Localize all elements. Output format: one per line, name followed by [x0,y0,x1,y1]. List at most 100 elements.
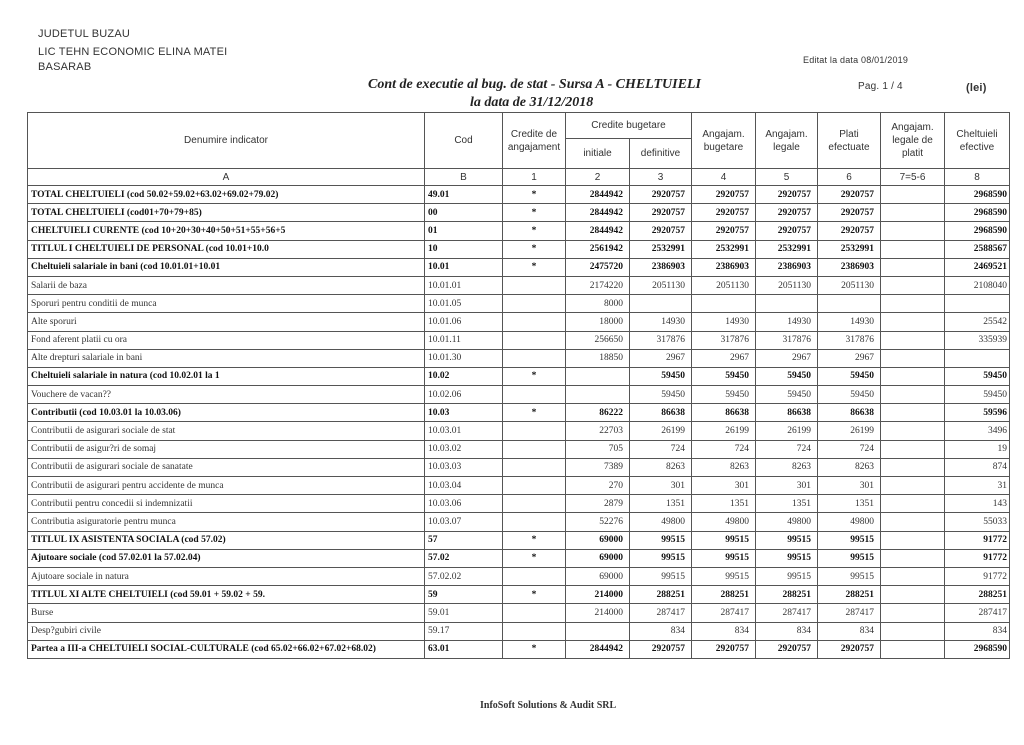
cell-angajam-legale: 287417 [755,603,818,623]
cell-credite-angajament [502,294,566,314]
cell-plati-efectuate: 49800 [817,512,881,532]
budget-table: Denumire indicator Cod Credite de angaja… [27,112,1010,659]
currency-unit: (lei) [966,82,987,94]
cell-plati-efectuate: 834 [817,621,881,641]
col-plati: Plati efectuate [817,112,881,169]
cell-credite-angajament: * [502,548,566,568]
cell-plati-efectuate [817,294,881,314]
cell-angajam-bugetare: 2386903 [691,257,756,277]
cell-initiale [565,621,630,641]
cell-angajam-legale: 49800 [755,512,818,532]
col-index: 1 [502,168,566,186]
cell-cod: 10.03.03 [424,457,503,478]
cell-definitive: 2051130 [629,275,692,296]
cell-cod: 57 [424,530,503,550]
cell-cod: 10 [424,239,503,259]
cell-indicator-name: TITLUL IX ASISTENTA SOCIALA (cod 57.02) [27,530,425,550]
cell-cheltuieli-efective: 3496 [944,421,1010,441]
cell-angajam-legale-platit [880,403,945,423]
cell-angajam-legale: 2920757 [755,184,818,205]
col-credite-angajament: Credite de angajament [502,112,566,169]
cell-definitive: 2920757 [629,203,692,223]
cell-indicator-name: Contributii de asigurari pentru accident… [27,475,425,496]
cell-angajam-legale-platit [880,203,945,223]
cell-angajam-legale: 301 [755,475,818,496]
cell-definitive: 59450 [629,366,692,387]
cell-credite-angajament [502,475,566,496]
cell-angajam-legale-platit [880,294,945,314]
table-row: Fond aferent platii cu ora 10.01.11 256650… [27,330,1010,350]
cell-plati-efectuate: 99515 [817,566,881,587]
cell-angajam-legale: 59450 [755,385,818,405]
cell-cheltuieli-efective: 874 [944,457,1010,478]
cell-cod: 10.03.07 [424,512,503,532]
cell-cheltuieli-efective: 91772 [944,530,1010,550]
cell-indicator-name: TOTAL CHELTUIELI (cod01+70+79+85) [27,203,425,223]
cell-cod: 00 [424,203,503,223]
cell-indicator-name: TITLUL XI ALTE CHELTUIELI (cod 59.01 + 5… [27,585,425,605]
cell-angajam-legale-platit [880,257,945,277]
cell-angajam-legale-platit [880,457,945,478]
cell-initiale: 18850 [565,348,630,368]
cell-initiale: 86222 [565,403,630,423]
cell-cheltuieli-efective: 2469521 [944,257,1010,277]
cell-plati-efectuate: 86638 [817,403,881,423]
cell-credite-angajament: * [502,530,566,550]
col-index: 3 [629,168,692,186]
cell-angajam-legale-platit [880,330,945,350]
cell-indicator-name: Ajutoare sociale (cod 57.02.01 la 57.02.… [27,548,425,568]
cell-plati-efectuate: 2920757 [817,184,881,205]
cell-initiale: 214000 [565,603,630,623]
cell-angajam-legale: 1351 [755,494,818,514]
cell-initiale: 18000 [565,312,630,332]
col-angajam-legale-plati: Angajam. legale de platit [880,112,945,169]
cell-angajam-legale: 2051130 [755,275,818,296]
report-date: la data de 31/12/2018 [470,95,594,110]
cell-initiale: 2844942 [565,221,630,241]
cell-angajam-bugetare: 2920757 [691,639,756,659]
cell-angajam-legale: 2532991 [755,239,818,259]
cell-angajam-legale-platit [880,475,945,496]
cell-plati-efectuate: 14930 [817,312,881,332]
cell-plati-efectuate: 8263 [817,457,881,478]
col-cheltuieli: Cheltuieli efective [944,112,1010,169]
cell-credite-angajament [502,603,566,623]
cell-definitive: 26199 [629,421,692,441]
county-name: JUDETUL BUZAU [38,28,131,40]
cell-cod: 10.03.02 [424,439,503,459]
col-index: 8 [944,168,1010,186]
cell-definitive: 99515 [629,566,692,587]
cell-credite-angajament [502,439,566,459]
cell-cod: 10.03.01 [424,421,503,441]
cell-indicator-name: Alte drepturi salariale in bani [27,348,425,368]
cell-plati-efectuate: 59450 [817,366,881,387]
cell-credite-angajament [502,275,566,296]
cell-cheltuieli-efective: 834 [944,621,1010,641]
cell-plati-efectuate: 2920757 [817,221,881,241]
cell-initiale [565,385,630,405]
cell-angajam-legale-platit [880,494,945,514]
cell-angajam-legale: 288251 [755,585,818,605]
cell-cod: 10.03.04 [424,475,503,496]
cell-angajam-legale: 99515 [755,566,818,587]
cell-angajam-legale: 59450 [755,366,818,387]
cell-angajam-bugetare: 2532991 [691,239,756,259]
cell-cheltuieli-efective: 55033 [944,512,1010,532]
cell-angajam-legale-platit [880,639,945,659]
col-index: 5 [755,168,818,186]
cell-definitive: 99515 [629,530,692,550]
cell-cheltuieli-efective: 2968590 [944,203,1010,223]
cell-angajam-legale-platit [880,421,945,441]
cell-initiale: 2844942 [565,639,630,659]
cell-angajam-legale-platit [880,385,945,405]
cell-indicator-name: Ajutoare sociale in natura [27,566,425,587]
cell-cheltuieli-efective: 2968590 [944,221,1010,241]
cell-definitive: 834 [629,621,692,641]
cell-angajam-legale: 834 [755,621,818,641]
cell-angajam-bugetare: 59450 [691,385,756,405]
cell-plati-efectuate: 26199 [817,421,881,441]
cell-angajam-bugetare: 287417 [691,603,756,623]
cell-cod: 59.17 [424,621,503,641]
cell-initiale: 2844942 [565,203,630,223]
cell-angajam-bugetare: 288251 [691,585,756,605]
